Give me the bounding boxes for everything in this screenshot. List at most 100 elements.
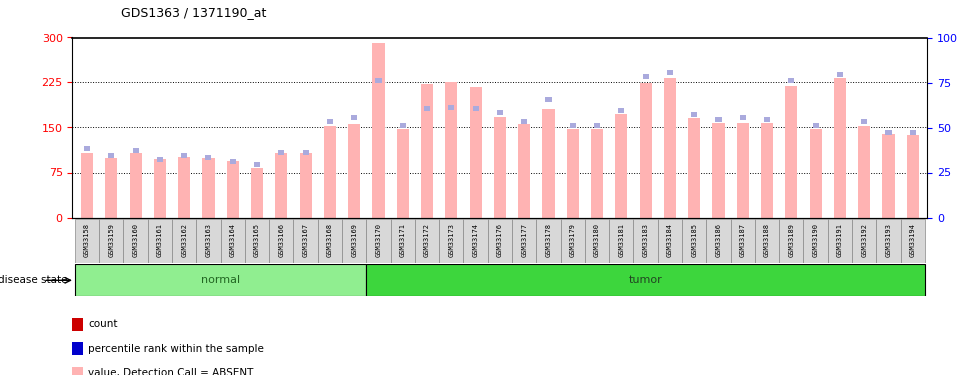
Text: GSM33165: GSM33165	[254, 223, 260, 257]
Bar	[81, 153, 93, 218]
Bar	[812, 123, 818, 128]
Text: GSM33166: GSM33166	[278, 223, 284, 257]
Text: GSM33181: GSM33181	[618, 223, 624, 257]
Bar	[764, 117, 770, 122]
Text: GSM33169: GSM33169	[352, 223, 357, 257]
Bar	[910, 130, 916, 135]
Bar	[352, 116, 357, 120]
Bar	[876, 219, 900, 262]
Text: GSM33158: GSM33158	[84, 223, 90, 257]
Bar	[469, 87, 482, 218]
Bar	[129, 153, 142, 218]
Bar	[691, 112, 697, 117]
Text: GSM33180: GSM33180	[594, 223, 600, 257]
Bar	[521, 119, 527, 124]
Bar	[84, 146, 90, 151]
Bar	[324, 126, 336, 218]
Bar	[730, 219, 754, 262]
Text: GSM33167: GSM33167	[302, 223, 308, 257]
Text: GSM33170: GSM33170	[376, 223, 382, 257]
Bar	[584, 219, 610, 262]
Bar	[415, 219, 440, 262]
Bar	[366, 264, 924, 296]
Bar	[172, 219, 196, 262]
Text: GSM33159: GSM33159	[108, 223, 114, 257]
Bar	[348, 124, 360, 217]
Bar	[810, 129, 822, 218]
Bar	[302, 150, 309, 154]
Bar	[834, 78, 846, 218]
Text: GSM33191: GSM33191	[837, 223, 843, 257]
Bar	[536, 219, 560, 262]
Bar	[706, 219, 730, 262]
Bar	[594, 123, 600, 128]
Text: GSM33176: GSM33176	[497, 223, 503, 257]
Bar	[610, 219, 634, 262]
Text: value, Detection Call = ABSENT: value, Detection Call = ABSENT	[88, 368, 253, 375]
Bar	[615, 114, 627, 218]
Bar	[737, 123, 749, 218]
Bar	[761, 123, 773, 218]
Bar	[254, 162, 260, 167]
Bar	[275, 153, 288, 218]
Text: GSM33189: GSM33189	[788, 223, 794, 257]
Bar	[664, 78, 676, 218]
Bar	[445, 82, 458, 218]
Bar	[900, 219, 924, 262]
Bar	[518, 124, 530, 217]
Bar	[278, 150, 284, 154]
Bar	[108, 153, 114, 158]
Text: GSM33186: GSM33186	[716, 223, 722, 257]
Bar	[440, 219, 464, 262]
Bar	[567, 129, 579, 217]
Bar	[376, 78, 382, 82]
Bar	[148, 219, 172, 262]
Bar	[318, 219, 342, 262]
Bar	[182, 153, 187, 158]
Bar	[448, 105, 454, 110]
Bar	[390, 219, 415, 262]
Bar	[907, 135, 919, 218]
Bar	[154, 159, 166, 218]
Text: GSM33163: GSM33163	[206, 223, 212, 257]
Bar	[788, 78, 794, 82]
Bar	[220, 219, 245, 262]
Bar	[688, 118, 700, 218]
Bar	[785, 86, 797, 218]
Bar	[421, 84, 433, 218]
Text: GSM33184: GSM33184	[667, 223, 673, 257]
Text: GSM33179: GSM33179	[570, 223, 576, 257]
Bar	[882, 134, 895, 218]
Text: GSM33193: GSM33193	[886, 223, 892, 257]
Text: GSM33187: GSM33187	[740, 223, 746, 257]
Text: GSM33160: GSM33160	[132, 223, 138, 257]
Bar	[75, 219, 99, 262]
Bar	[400, 123, 406, 128]
Bar	[472, 106, 479, 111]
Text: GSM33183: GSM33183	[642, 223, 648, 257]
Bar	[196, 219, 220, 262]
Bar	[75, 264, 366, 296]
Text: GSM33164: GSM33164	[230, 223, 236, 257]
Bar	[886, 130, 892, 135]
Text: tumor: tumor	[629, 275, 663, 285]
Bar	[245, 219, 270, 262]
Bar	[804, 219, 828, 262]
Text: GSM33172: GSM33172	[424, 223, 430, 257]
Text: GSM33162: GSM33162	[182, 223, 187, 257]
Bar	[546, 98, 552, 102]
Bar	[299, 153, 312, 218]
Bar	[861, 119, 867, 124]
Bar	[497, 110, 503, 115]
Bar	[780, 219, 804, 262]
Bar	[99, 219, 124, 262]
Text: GSM33190: GSM33190	[812, 223, 818, 257]
Bar	[512, 219, 536, 262]
Text: GSM33171: GSM33171	[400, 223, 406, 257]
Bar	[251, 168, 263, 217]
Text: GSM33188: GSM33188	[764, 223, 770, 257]
Text: GSM33177: GSM33177	[522, 223, 527, 257]
Bar	[570, 123, 576, 128]
Bar	[716, 117, 722, 122]
Bar	[542, 110, 554, 218]
